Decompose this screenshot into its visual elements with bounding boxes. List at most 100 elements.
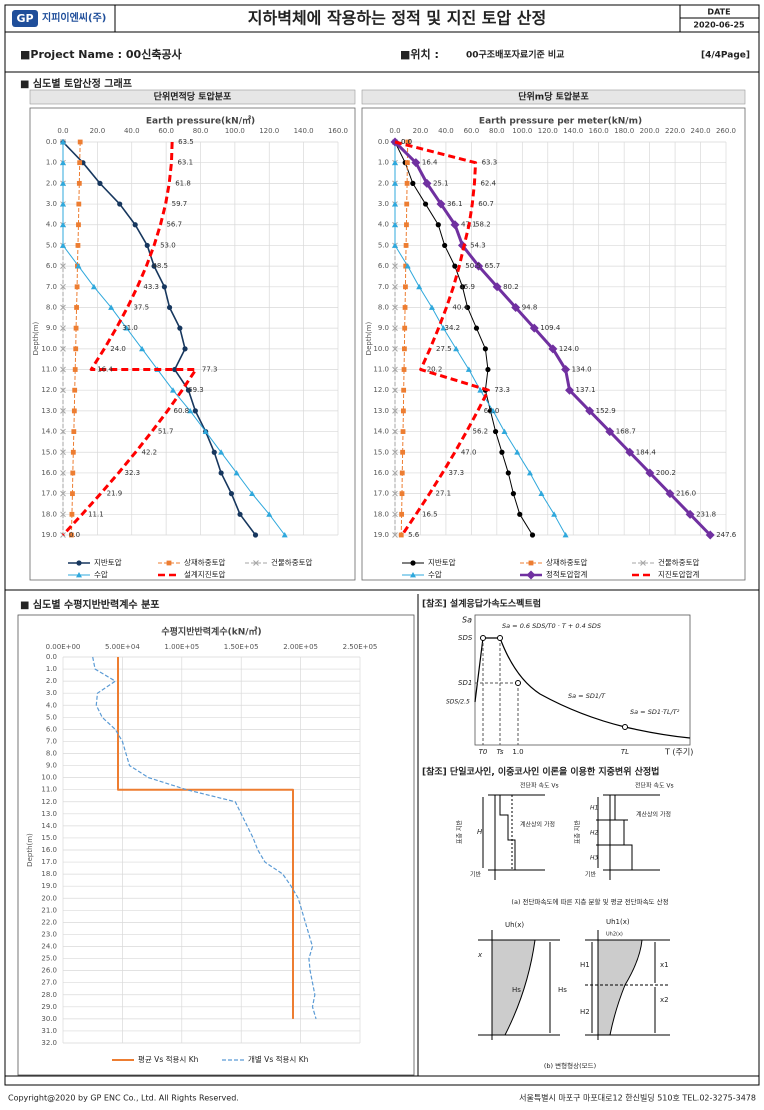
y-tick-label: 13.0 bbox=[41, 810, 57, 818]
legend-label: 수압 bbox=[94, 570, 108, 579]
caption: (b) 변형형상(모드) bbox=[544, 1061, 596, 1070]
data-label: 50.5 bbox=[465, 262, 481, 270]
y-tick-label: 6.0 bbox=[46, 725, 57, 733]
marker bbox=[392, 470, 398, 476]
label: 기반 bbox=[470, 871, 482, 879]
panel-title: 단위면적당 토압분포 bbox=[154, 91, 232, 103]
point bbox=[622, 724, 628, 730]
marker bbox=[249, 490, 256, 497]
label: Uh2(x) bbox=[606, 932, 623, 938]
marker bbox=[252, 532, 259, 538]
marker bbox=[392, 180, 398, 186]
panel-title: 단위m당 토압분포 bbox=[518, 91, 589, 103]
y-tick-label: 11.0 bbox=[373, 366, 389, 374]
marker bbox=[144, 242, 150, 249]
y-tick-label: 0.0 bbox=[46, 653, 57, 661]
data-label: 27.1 bbox=[436, 490, 452, 498]
marker bbox=[416, 283, 423, 290]
marker bbox=[182, 346, 188, 352]
marker bbox=[76, 222, 81, 228]
legend-label: 수압 bbox=[428, 570, 442, 579]
x-tick-label: 80.0 bbox=[489, 127, 505, 135]
marker bbox=[399, 491, 405, 497]
marker bbox=[562, 532, 569, 538]
marker bbox=[410, 572, 416, 578]
x-tick-label: 120.0 bbox=[538, 127, 558, 135]
marker bbox=[73, 346, 79, 352]
label: 기반 bbox=[585, 871, 597, 879]
marker bbox=[422, 178, 432, 188]
marker bbox=[473, 325, 480, 331]
marker bbox=[60, 449, 66, 456]
data-label: 36.1 bbox=[447, 200, 463, 208]
marker bbox=[492, 428, 499, 435]
marker bbox=[410, 180, 416, 186]
y-tick-label: 0.0 bbox=[46, 138, 57, 146]
data-label: 16.4 bbox=[422, 159, 438, 167]
marker bbox=[422, 201, 429, 207]
y-tick-label: 2.0 bbox=[378, 179, 389, 187]
data-label: 37.5 bbox=[133, 303, 149, 311]
marker bbox=[60, 387, 66, 394]
marker bbox=[74, 284, 80, 290]
page-number: [4/4Page] bbox=[701, 51, 750, 61]
y-tick-label: 15.0 bbox=[373, 448, 389, 456]
series-line bbox=[394, 142, 567, 536]
data-label: 77.3 bbox=[202, 366, 218, 374]
marker bbox=[71, 408, 77, 414]
marker bbox=[170, 387, 176, 393]
y-tick-label: 15.0 bbox=[41, 834, 57, 842]
y-tick-label: 14.0 bbox=[41, 428, 57, 436]
y-tick-label: 5.0 bbox=[46, 713, 57, 721]
marker bbox=[266, 511, 273, 517]
x-tick-label: 240.0 bbox=[691, 127, 711, 135]
label: Uh(x) bbox=[505, 921, 524, 929]
marker bbox=[70, 470, 76, 476]
section-title: ■ 심도별 토압산정 그래프 bbox=[20, 77, 132, 90]
marker bbox=[76, 560, 82, 566]
y-tick-label: 29.0 bbox=[41, 1003, 57, 1011]
marker bbox=[640, 560, 646, 566]
marker bbox=[529, 323, 539, 333]
marker bbox=[218, 449, 225, 455]
y-tick-label: 7.0 bbox=[378, 283, 389, 291]
y-tick-label: 3.0 bbox=[378, 200, 389, 208]
marker bbox=[392, 325, 398, 332]
data-label: 48.5 bbox=[152, 262, 168, 270]
y-tick-label: 28.0 bbox=[41, 991, 57, 999]
y-tick-label: 9.0 bbox=[46, 762, 57, 770]
y-tick-label: 24.0 bbox=[41, 943, 57, 951]
data-label: 37.3 bbox=[448, 469, 464, 477]
figure-frame bbox=[474, 614, 691, 746]
data-label: 152.9 bbox=[596, 407, 616, 415]
data-label: 47.0 bbox=[461, 448, 477, 456]
marker bbox=[645, 468, 655, 478]
marker bbox=[392, 263, 398, 269]
location: 00구조배포자료기준 비교 bbox=[466, 49, 564, 61]
legend-label: 설계지진토압 bbox=[184, 569, 225, 579]
x-tick-label: 160.0 bbox=[328, 127, 348, 135]
y-tick-label: 17.0 bbox=[373, 490, 389, 498]
data-label: 53.0 bbox=[160, 241, 176, 249]
data-label: 80.2 bbox=[503, 283, 519, 291]
marker bbox=[490, 407, 497, 414]
figure-b bbox=[478, 930, 670, 1040]
marker bbox=[60, 490, 66, 497]
y-tick-label: 1.0 bbox=[378, 159, 389, 167]
y-tick-label: 16.0 bbox=[373, 469, 389, 477]
caption: (a) 전단파속도에 따른 지층 분할 및 평균 전단파속도 산정 bbox=[511, 897, 668, 906]
panel-title-bar bbox=[29, 89, 356, 105]
marker bbox=[474, 261, 484, 271]
label: x2 bbox=[660, 996, 669, 1004]
marker bbox=[411, 158, 421, 168]
marker bbox=[60, 221, 66, 228]
formula: Sa = SD1/T bbox=[568, 692, 606, 700]
y-tick-label: 32.0 bbox=[41, 1039, 57, 1047]
marker bbox=[75, 243, 81, 248]
x-tick-label: 20.0 bbox=[90, 127, 106, 135]
reference-title: [참조] 설계응답가속도스펙트럼 bbox=[422, 598, 541, 610]
marker bbox=[401, 367, 407, 372]
y-tick-label: 12.0 bbox=[41, 798, 57, 806]
x-tick-label: 160.0 bbox=[589, 127, 609, 135]
logo: GP bbox=[16, 12, 33, 25]
